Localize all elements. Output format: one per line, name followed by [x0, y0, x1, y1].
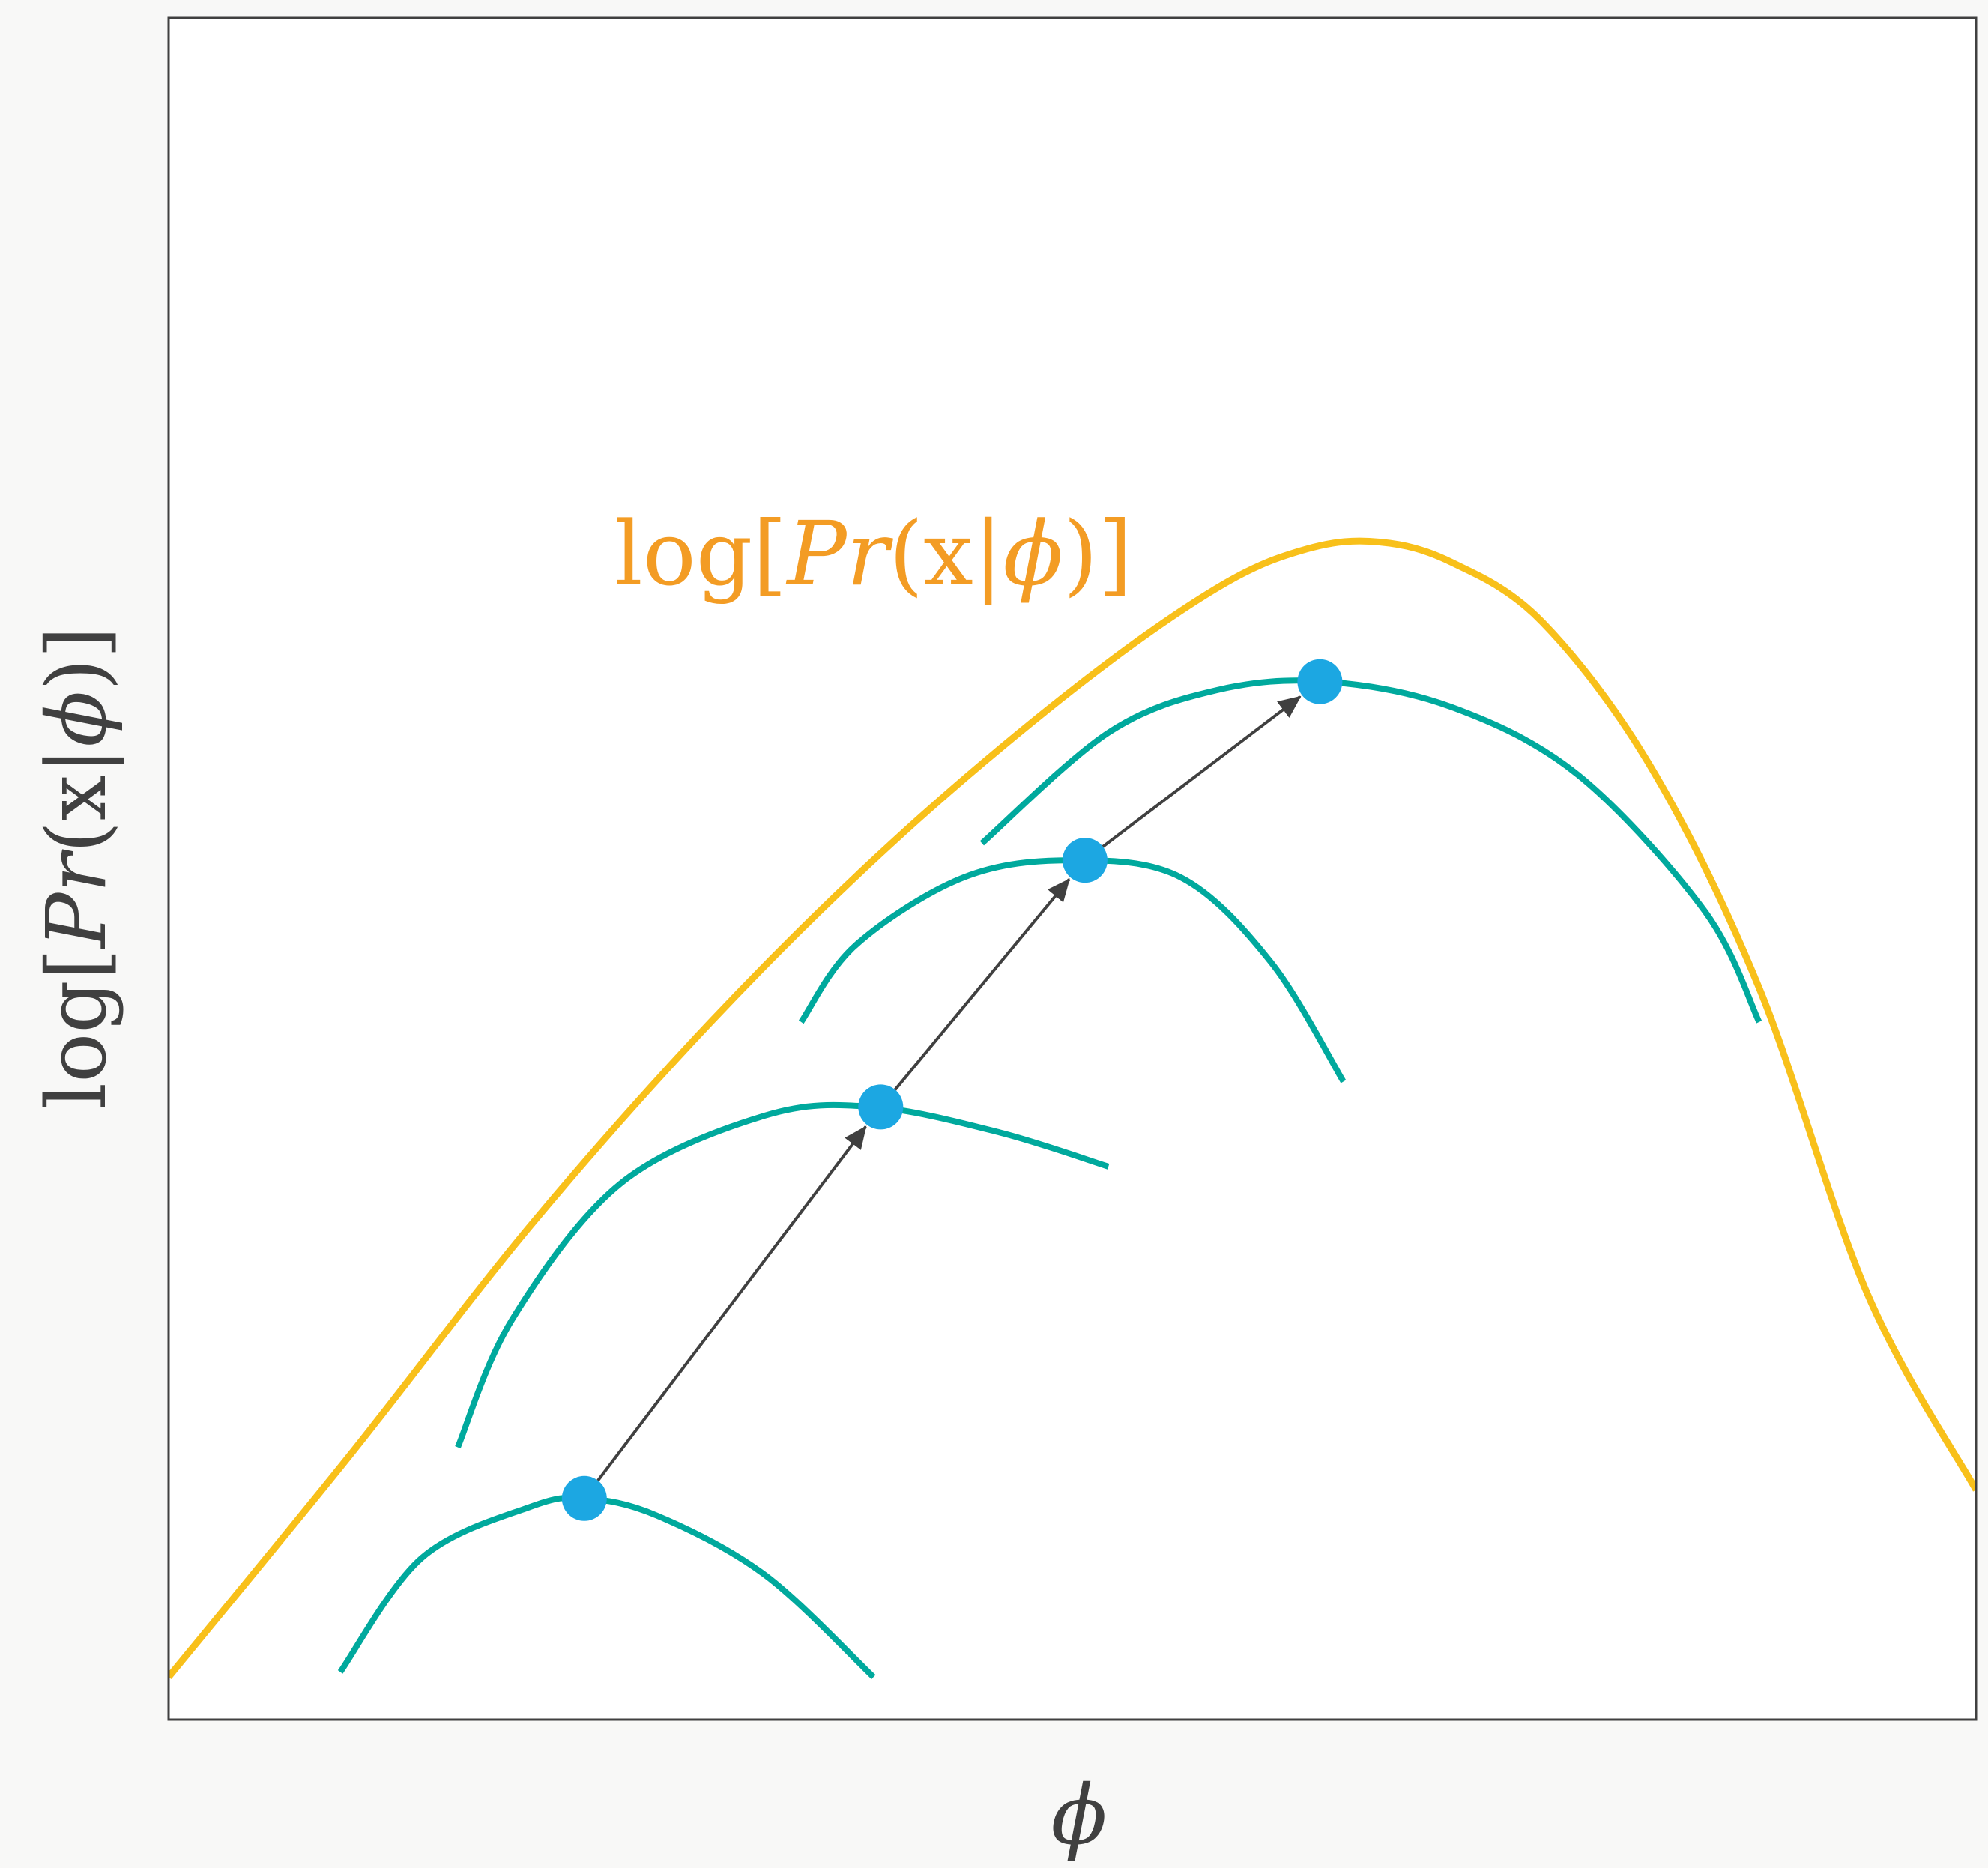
lower-bound-curve-4: [979, 677, 1762, 1024]
y-axis-label: log[Pr(x|ϕ)]: [28, 626, 124, 1109]
annotation-suffix: )]: [1063, 502, 1132, 605]
update-arrow-2: [893, 878, 1071, 1091]
y-label-suffix: )]: [28, 626, 124, 691]
update-arrow-1: [596, 1125, 867, 1482]
lower-bound-curve-2: [455, 1101, 1110, 1449]
iterate-point-1: [561, 1475, 607, 1521]
update-arrow-3: [1102, 695, 1302, 848]
y-label-middle: (x|: [28, 747, 124, 853]
point-layer: [561, 659, 1343, 1521]
annotation-label: log[Pr(x|ϕ)]: [614, 502, 1132, 605]
iterate-point-4: [1297, 659, 1343, 704]
y-label-pr: Pr: [28, 848, 124, 949]
iterate-point-2: [858, 1084, 904, 1130]
objective-curve: [169, 537, 1976, 1680]
y-label-phi: ϕ: [28, 691, 124, 747]
annotation-pr: Pr: [785, 502, 893, 605]
annotation-prefix: log[: [614, 502, 787, 605]
y-label-prefix: log[: [28, 948, 124, 1109]
plot-frame: [167, 16, 1978, 1721]
annotation-middle: (x|: [889, 502, 1003, 605]
iterate-point-3: [1062, 838, 1108, 883]
arrow-layer: [596, 695, 1302, 1482]
x-axis-label: ϕ: [1051, 1767, 1108, 1863]
annotation-phi: ϕ: [1003, 502, 1063, 605]
